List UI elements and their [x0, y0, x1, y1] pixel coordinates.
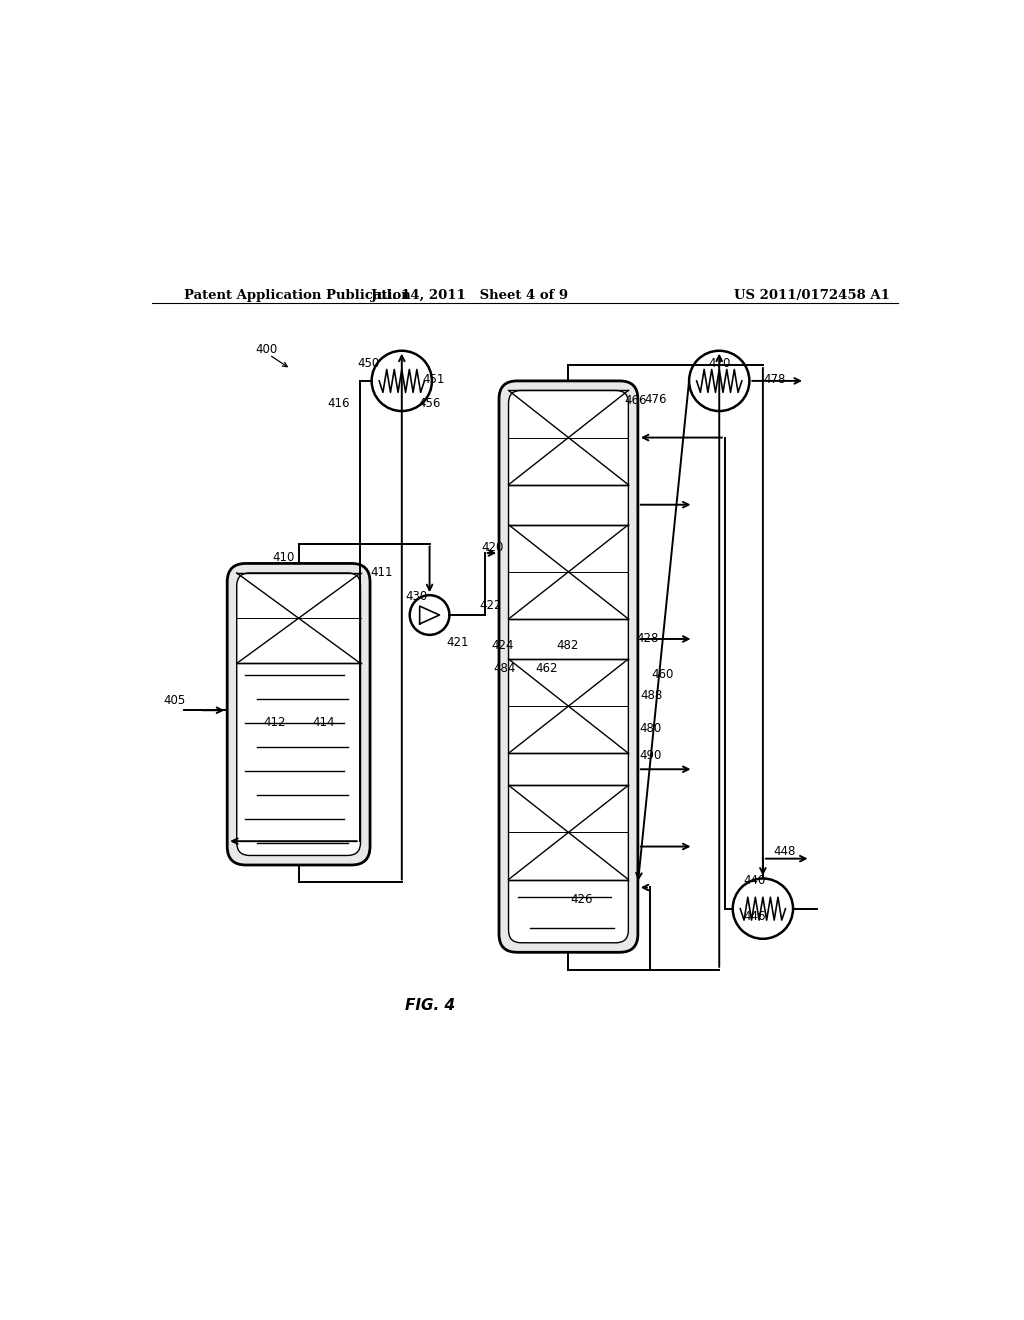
Text: 488: 488 [641, 689, 663, 702]
Text: 490: 490 [639, 748, 662, 762]
Text: 412: 412 [263, 715, 286, 729]
Text: 440: 440 [743, 874, 766, 887]
Text: 426: 426 [570, 892, 593, 906]
Text: 470: 470 [708, 356, 730, 370]
Text: 480: 480 [639, 722, 662, 735]
Text: FIG. 4: FIG. 4 [404, 998, 455, 1012]
Text: 430: 430 [404, 590, 427, 603]
Text: Patent Application Publication: Patent Application Publication [183, 289, 411, 302]
Circle shape [689, 351, 750, 411]
Text: 416: 416 [327, 396, 349, 409]
FancyBboxPatch shape [237, 573, 360, 855]
FancyBboxPatch shape [499, 381, 638, 952]
FancyBboxPatch shape [509, 391, 629, 942]
Text: 422: 422 [479, 599, 502, 612]
Text: 484: 484 [494, 663, 516, 676]
Text: 482: 482 [556, 639, 579, 652]
Text: 456: 456 [419, 396, 440, 409]
Text: 414: 414 [312, 715, 335, 729]
Text: 476: 476 [644, 393, 667, 407]
Text: Jul. 14, 2011   Sheet 4 of 9: Jul. 14, 2011 Sheet 4 of 9 [371, 289, 568, 302]
Text: 400: 400 [256, 343, 278, 355]
Circle shape [372, 351, 432, 411]
FancyBboxPatch shape [227, 564, 370, 865]
Text: 466: 466 [625, 395, 647, 408]
Text: 460: 460 [651, 668, 674, 681]
Text: 405: 405 [163, 694, 185, 708]
Text: 411: 411 [371, 566, 393, 579]
Text: US 2011/0172458 A1: US 2011/0172458 A1 [734, 289, 890, 302]
Text: 420: 420 [482, 541, 504, 554]
Text: 421: 421 [446, 636, 469, 649]
Text: 424: 424 [492, 639, 514, 652]
Text: 448: 448 [773, 845, 796, 858]
Text: 410: 410 [272, 552, 295, 565]
Text: 451: 451 [422, 372, 444, 385]
Text: 478: 478 [764, 372, 786, 385]
Text: 428: 428 [637, 632, 659, 645]
Text: 462: 462 [535, 663, 557, 676]
Text: 446: 446 [743, 909, 766, 923]
Text: 450: 450 [357, 356, 380, 370]
Circle shape [410, 595, 450, 635]
Circle shape [733, 879, 793, 939]
